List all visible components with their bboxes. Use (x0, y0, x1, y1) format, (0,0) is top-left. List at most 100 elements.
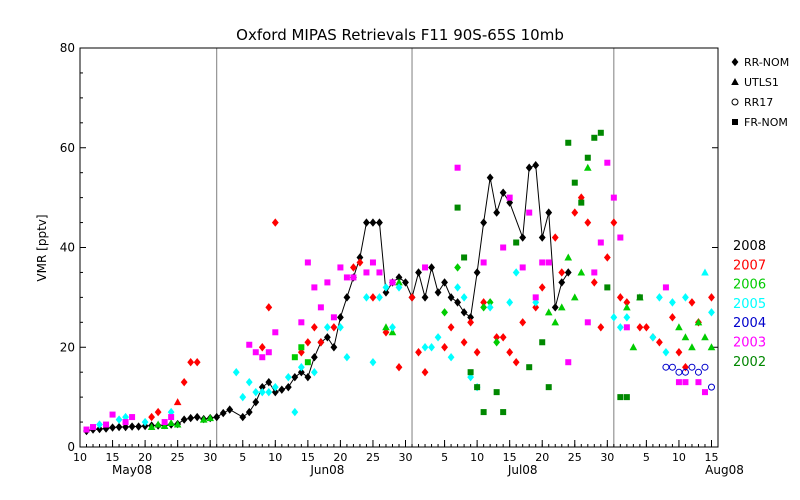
data-point-2007 (584, 218, 592, 227)
data-point-2008 (486, 173, 494, 182)
data-point-2006 (486, 298, 494, 307)
data-point-2006 (694, 318, 703, 326)
data-point-2005 (376, 293, 383, 302)
data-point-2007 (154, 407, 162, 417)
data-point-2005 (369, 358, 377, 367)
data-point-2005 (616, 323, 624, 332)
data-point-2003 (304, 259, 311, 266)
data-point-2003 (526, 209, 533, 216)
data-point-2007 (642, 323, 650, 332)
data-point-2006 (688, 343, 696, 351)
data-point-2003 (122, 419, 129, 426)
month-label: May08 (112, 463, 152, 477)
data-point-2003 (168, 414, 175, 421)
legend-symbol-label: RR-NOM (744, 56, 789, 69)
data-point-2007 (421, 367, 429, 377)
data-point-2003 (623, 324, 630, 331)
data-point-2008 (193, 412, 201, 422)
data-point-2007 (467, 318, 475, 327)
legend-year-label: 2005 (733, 297, 766, 312)
data-point-2005 (512, 268, 520, 277)
data-point-2007 (193, 358, 201, 367)
data-point-2008 (525, 163, 533, 172)
data-point-2005 (363, 293, 370, 302)
data-point-2003 (519, 264, 526, 271)
legend-year-label: 2007 (733, 258, 766, 273)
x-tick-label: 30 (203, 451, 217, 464)
series-2003 (83, 159, 708, 433)
data-point-2005 (421, 343, 429, 352)
legend: RR-NOM UTLS1 RR17 FR-NOM 2008 2007 2006 2005 200… (731, 56, 789, 370)
x-tick-label: 25 (568, 451, 582, 464)
data-point-2005 (284, 372, 292, 382)
data-point-2005 (708, 308, 715, 317)
data-point-2005 (649, 333, 657, 342)
legend-year-label: 2004 (733, 316, 766, 331)
data-point-2005 (265, 387, 273, 397)
data-point-2008 (441, 278, 448, 287)
data-point-2007 (688, 298, 696, 307)
data-point-2003 (454, 164, 461, 171)
data-point-2007 (551, 233, 559, 242)
data-point-2007 (148, 412, 156, 422)
data-point-2002 (454, 204, 461, 211)
data-point-2005 (610, 313, 618, 322)
data-point-2007 (317, 338, 325, 347)
legend-year-label: 2003 (733, 336, 766, 351)
x-tick-label: 10 (268, 451, 282, 464)
data-point-2005 (291, 407, 299, 417)
data-point-2003 (103, 421, 110, 428)
data-point-2003 (701, 389, 708, 396)
data-point-2002 (565, 139, 572, 146)
data-point-2008 (310, 353, 318, 362)
data-point-2006 (173, 420, 182, 428)
month-label: Aug08 (705, 463, 744, 477)
data-point-2005 (395, 283, 403, 292)
data-point-2005 (115, 415, 123, 424)
data-point-2006 (577, 268, 586, 276)
data-point-2008 (376, 218, 383, 227)
data-point-2005 (271, 382, 279, 392)
data-point-2005 (310, 367, 318, 377)
data-point-2008 (363, 218, 370, 227)
data-point-2008 (499, 188, 507, 197)
x-tick-label: 10 (73, 451, 87, 464)
data-point-2003 (617, 234, 624, 241)
legend-year-label: 2002 (733, 355, 766, 370)
data-point-2002 (480, 409, 487, 416)
data-point-2008 (395, 273, 403, 282)
y-tick-label: 0 (67, 440, 75, 454)
data-point-2007 (173, 398, 182, 406)
data-point-2007 (610, 218, 618, 227)
data-point-2008 (271, 387, 279, 397)
data-point-2003 (376, 269, 383, 276)
data-point-2003 (695, 379, 702, 386)
data-point-2002 (617, 394, 624, 401)
data-point-2008 (128, 422, 136, 431)
data-point-2005 (669, 298, 676, 307)
data-point-2004 (668, 363, 676, 371)
data-point-2005 (382, 283, 390, 292)
data-point-2006 (388, 328, 397, 336)
legend-symbol-label: UTLS1 (744, 76, 779, 89)
legend-symbol-label: FR-NOM (744, 116, 788, 129)
data-point-2003 (682, 379, 689, 386)
data-point-2006 (570, 293, 579, 301)
data-point-2006 (629, 343, 638, 351)
data-point-2003 (675, 379, 682, 386)
data-point-2008 (343, 293, 351, 302)
data-point-2008 (337, 313, 344, 322)
data-point-2007 (623, 298, 631, 307)
data-point-2008 (330, 343, 338, 352)
data-point-2002 (578, 199, 585, 206)
data-point-2003 (480, 259, 487, 266)
data-point-2008 (545, 208, 553, 217)
data-point-2005 (454, 283, 461, 292)
data-point-2002 (526, 364, 533, 371)
data-point-2007 (597, 323, 605, 332)
y-tick-label: 80 (60, 41, 75, 55)
data-point-2008 (297, 367, 305, 377)
data-point-2007 (519, 318, 527, 327)
data-point-2006 (298, 344, 305, 351)
data-point-2002 (623, 394, 630, 401)
